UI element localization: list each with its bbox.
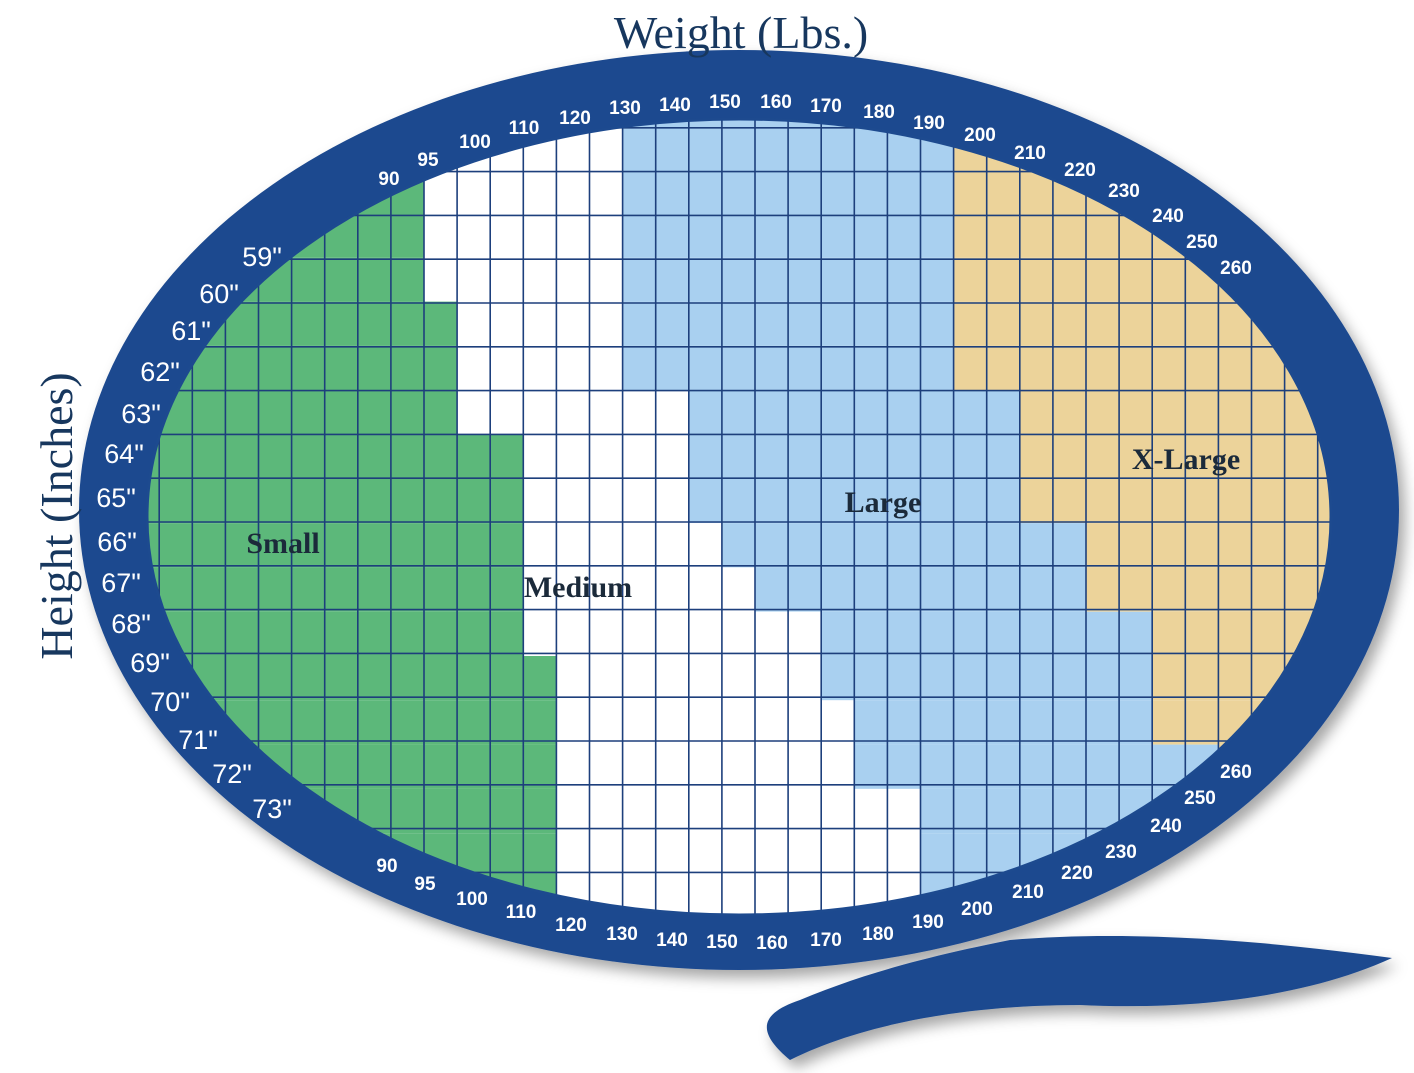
weight-tick-bottom: 120 [555,915,587,936]
height-tick: 69" [130,648,170,678]
label-medium: Medium [524,571,632,604]
weight-tick-top: 230 [1108,181,1140,202]
height-tick: 67" [101,568,141,598]
size-cell-medium-70 [556,700,855,745]
weight-tick-top: 100 [459,132,491,153]
size-cell-x-large-60 [953,257,1331,302]
weight-tick-top: 220 [1064,160,1096,181]
size-cell-medium-65 [523,478,689,524]
weight-tick-top: 260 [1220,258,1252,279]
size-cell-large-66 [721,523,1086,568]
height-tick: 71" [178,725,218,755]
label-x-large: X-Large [1132,443,1240,476]
size-cell-small-66 [147,523,524,568]
weight-tick-top: 240 [1152,206,1184,227]
size-cell-x-large-63 [1019,390,1331,435]
size-cell-small-61 [147,301,458,346]
height-tick: 72" [212,759,252,789]
weight-tick-bottom: 240 [1150,816,1182,837]
size-cell-small-65 [147,478,524,524]
height-tick: 62" [140,357,180,387]
weight-tick-top: 170 [810,96,842,117]
size-cell-medium-64 [523,434,689,479]
size-cell-medium-73 [556,833,921,915]
weight-tick-bottom: 160 [756,933,788,954]
label-large: Large [845,486,922,519]
size-cell-medium-67 [523,567,755,612]
size-cell-small-64 [147,434,524,479]
size-cell-x-large-65 [1019,478,1331,524]
x-axis-title: Weight (Lbs.) [614,7,868,58]
weight-tick-bottom: 210 [1012,882,1044,903]
weight-tick-bottom: 250 [1184,788,1216,809]
size-cell-small-63 [147,390,458,435]
size-cell-medium-72 [556,788,921,834]
weight-tick-bottom: 260 [1220,762,1252,783]
size-cell-small-67 [147,567,524,612]
size-cell-small-68 [147,611,524,656]
weight-tick-top: 200 [964,125,996,146]
weight-tick-top: 110 [509,118,540,139]
weight-tick-bottom: 180 [862,924,894,945]
height-tick: 60" [199,279,239,309]
height-tick: 68" [111,609,151,639]
height-tick: 59" [242,242,282,272]
weight-tick-bottom: 230 [1105,842,1137,863]
y-axis-title: Height (Inches) [31,372,82,659]
weight-tick-bottom: 90 [376,856,397,877]
weight-tick-bottom: 130 [606,924,638,945]
weight-tick-top: 250 [1186,232,1218,253]
weight-tick-bottom: 200 [961,899,993,920]
weight-tick-top: 120 [559,108,591,129]
weight-tick-top: 190 [913,113,945,134]
size-cell-small-62 [147,345,458,391]
weight-tick-top: 130 [609,98,641,119]
weight-tick-top: 160 [760,92,792,113]
size-cell-medium-61 [457,301,623,346]
size-cell-x-large-67 [1086,567,1331,612]
inner-ring-edge [145,117,1333,917]
weight-tick-bottom: 140 [656,930,688,951]
height-tick: 70" [150,687,190,717]
size-cell-large-71 [854,744,1219,789]
weight-tick-bottom: 150 [706,932,738,953]
weight-tick-top: 95 [417,150,439,171]
weight-tick-bottom: 220 [1061,863,1093,884]
size-cell-x-large-62 [953,345,1331,391]
weight-tick-bottom: 95 [414,874,436,895]
tick-labels: 90 90 95 95 100 100 110 110 120 120 130 130 140 140 15… [96,92,1252,954]
weight-tick-top: 140 [659,95,691,116]
size-cell-large-70 [854,700,1153,745]
weight-tick-bottom: 170 [810,930,842,951]
weight-tick-bottom: 190 [912,912,944,933]
size-cell-small-69 [147,656,557,701]
height-tick: 66" [97,527,137,557]
weight-tick-top: 210 [1014,143,1046,164]
height-tick: 64" [104,439,144,469]
size-cell-medium-62 [457,345,623,391]
size-cell-x-large-66 [1086,523,1331,568]
q-tail [766,936,1392,1060]
weight-tick-bottom: 110 [506,902,537,923]
weight-tick-top: 150 [709,92,741,113]
size-cell-medium-63 [457,390,689,435]
height-tick: 61" [171,316,211,346]
weight-tick-top: 90 [378,169,399,190]
weight-tick-top: 180 [863,102,895,123]
label-small: Small [246,527,319,560]
height-tick: 73" [252,794,292,824]
weight-tick-bottom: 100 [456,889,488,910]
height-tick: 65" [96,483,136,513]
size-cell-medium-68 [523,611,822,656]
size-cell-small-70 [147,700,557,745]
size-cell-medium-71 [556,744,855,789]
height-tick: 63" [121,399,161,429]
size-cell-x-large-64 [1019,434,1331,479]
